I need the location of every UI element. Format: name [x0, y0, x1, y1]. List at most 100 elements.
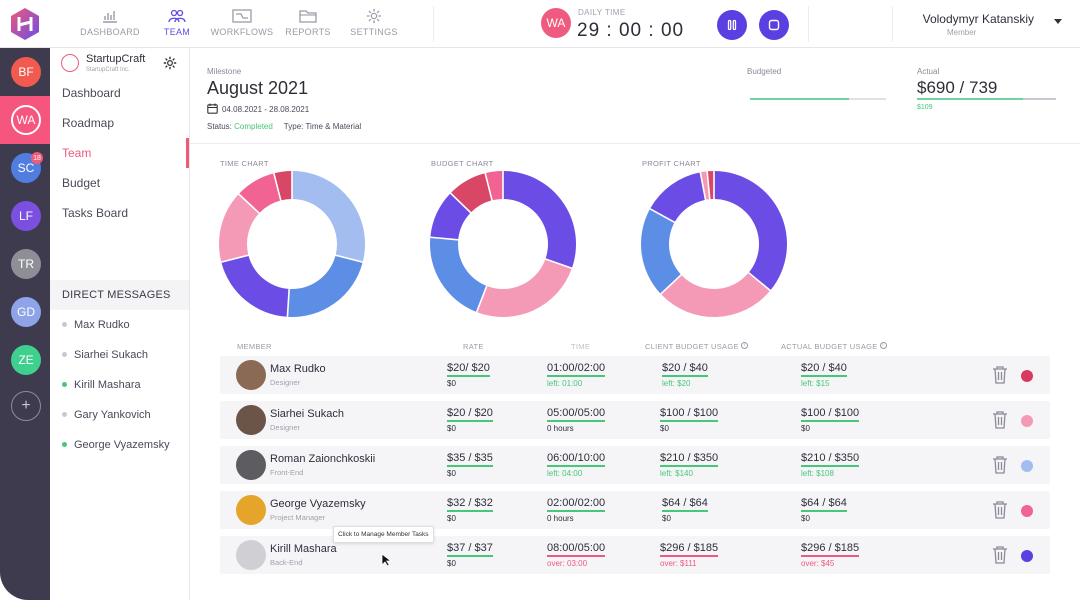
stop-button[interactable] — [759, 10, 789, 40]
client-budget-underline — [662, 510, 708, 512]
time-underline — [547, 375, 606, 377]
dm-item[interactable]: George Vyazemsky — [62, 439, 170, 451]
donut-slice — [485, 171, 503, 201]
trash-icon[interactable] — [991, 455, 1009, 475]
app-logo[interactable] — [8, 6, 42, 42]
member-name[interactable]: George Vyazemsky — [270, 498, 366, 510]
rail-avatar-bf[interactable]: BF — [11, 57, 41, 87]
timer-value: 29 : 00 : 00 — [577, 20, 685, 41]
nav-workflows-label: WORKFLOWS — [210, 27, 274, 37]
dm-item[interactable]: Max Rudko — [62, 319, 130, 331]
client-budget-text: $100 / $100 — [660, 407, 719, 419]
client-budget-underline — [660, 420, 719, 422]
member-color-dot[interactable] — [1021, 550, 1033, 562]
company-name[interactable]: StartupCraft — [86, 53, 146, 65]
pause-button[interactable] — [717, 10, 747, 40]
actual-budget-value: $20 / $40 — [801, 362, 847, 377]
nav-workflows[interactable]: WORKFLOWS — [204, 8, 280, 37]
actual-budget-value: $296 / $185 — [801, 542, 860, 557]
actual-budget-text: $210 / $350 — [801, 452, 860, 464]
sidebar-link-team[interactable]: Team — [62, 146, 92, 160]
rail-avatar-sc[interactable]: SC — [11, 153, 41, 183]
sidebar: StartupCraft StartupCraft Inc. Dashboard… — [50, 48, 190, 600]
client-budget-value: $210 / $350 — [660, 452, 719, 467]
member-color-dot[interactable] — [1021, 415, 1033, 427]
rate-underline — [447, 465, 493, 467]
member-name[interactable]: Max Rudko — [270, 363, 326, 375]
client-budget-sub: $0 — [662, 514, 671, 523]
budget-chart-label: BUDGET CHART — [431, 159, 494, 168]
nav-reports[interactable]: REPORTS — [270, 8, 346, 37]
time-underline — [547, 555, 606, 557]
time-sub: 0 hours — [547, 424, 574, 433]
info-icon[interactable]: i — [740, 342, 748, 349]
sidebar-link-dashboard[interactable]: Dashboard — [62, 86, 121, 100]
actual-budget-text: $100 / $100 — [801, 407, 860, 419]
dm-item[interactable]: Gary Yankovich — [62, 409, 151, 421]
rail-avatar-gd[interactable]: GD — [11, 297, 41, 327]
client-budget-underline — [660, 465, 719, 467]
rate-underline — [447, 375, 490, 377]
client-budget-text: $20 / $40 — [662, 362, 708, 374]
client-budget-sub: $0 — [660, 424, 669, 433]
rate-underline — [447, 555, 493, 557]
trash-icon[interactable] — [991, 410, 1009, 430]
dm-name: Kirill Mashara — [74, 379, 141, 391]
trash-icon[interactable] — [991, 545, 1009, 565]
donut-slice — [430, 238, 487, 312]
dm-item[interactable]: Kirill Mashara — [62, 379, 141, 391]
nav-dashboard[interactable]: DASHBOARD — [72, 8, 148, 37]
actual-label: Actual — [917, 67, 940, 76]
user-menu-caret-icon[interactable] — [1054, 19, 1062, 24]
nav-settings[interactable]: SETTINGS — [336, 8, 412, 37]
rate-text: $35 / $35 — [447, 452, 493, 464]
rate-value: $37 / $37 — [447, 542, 493, 557]
member-name[interactable]: Kirill Mashara — [270, 543, 337, 555]
table-row[interactable]: Roman Zaionchkoskii Front-End $35 / $35 $0 0… — [220, 446, 1050, 484]
status-label: Status: — [207, 122, 232, 131]
sidebar-link-tasks-board[interactable]: Tasks Board — [62, 206, 129, 220]
info-icon[interactable]: i — [879, 342, 887, 349]
add-workspace-button[interactable]: + — [11, 391, 41, 421]
member-color-dot[interactable] — [1021, 505, 1033, 517]
member-name[interactable]: Siarhei Sukach — [270, 408, 344, 420]
time-value: 08:00/05:00 — [547, 542, 606, 557]
direct-messages-header: DIRECT MESSAGES — [50, 280, 189, 310]
rail-avatar-ze[interactable]: ZE — [11, 345, 41, 375]
table-row[interactable]: Kirill Mashara Back-End $37 / $37 $0 08:00/0… — [220, 536, 1050, 574]
user-name[interactable]: Volodymyr Katanskiy — [922, 12, 1034, 26]
rail-avatar-tr[interactable]: TR — [11, 249, 41, 279]
member-name[interactable]: Roman Zaionchkoskii — [270, 453, 376, 465]
profit-donut-chart — [641, 171, 787, 317]
trash-icon[interactable] — [991, 365, 1009, 385]
member-photo — [236, 540, 266, 570]
time-underline — [547, 510, 606, 512]
trash-icon[interactable] — [991, 500, 1009, 520]
member-color-dot[interactable] — [1021, 460, 1033, 472]
actual-budget-value: $210 / $350 — [801, 452, 860, 467]
sidebar-link-roadmap[interactable]: Roadmap — [62, 116, 115, 130]
type-label: Type: — [283, 122, 304, 131]
status-value: Completed — [234, 122, 273, 131]
member-color-dot[interactable] — [1021, 370, 1033, 382]
actual-budget-value: $100 / $100 — [801, 407, 860, 422]
rate-sub: $0 — [447, 559, 456, 568]
donut-slice — [451, 173, 492, 213]
presence-dot — [62, 321, 67, 327]
sidebar-link-budget[interactable]: Budget — [62, 176, 101, 190]
rail-avatar-lf[interactable]: LF — [11, 201, 41, 231]
table-row[interactable]: Max Rudko Designer $20/ $20 $0 01:00/02:00 le… — [220, 356, 1050, 394]
mouse-cursor-icon — [381, 553, 393, 567]
table-row[interactable]: Siarhei Sukach Designer $20 / $20 $0 05:00/0… — [220, 401, 1050, 439]
budgeted-progress-fill — [750, 98, 850, 100]
workspace-rail: BF WA SC 18 LF TR GD ZE + — [0, 48, 50, 600]
nav-team[interactable]: TEAM — [139, 8, 215, 37]
client-budget-value: $20 / $40 — [662, 362, 708, 377]
dm-item[interactable]: Siarhei Sukach — [62, 349, 148, 361]
company-settings-gear-icon[interactable] — [163, 56, 177, 70]
rail-avatar-wa[interactable]: WA — [11, 105, 41, 135]
column-header-rate: RATE — [463, 342, 484, 351]
table-row[interactable]: George Vyazemsky Project Manager $32 / $32… — [220, 491, 1050, 529]
donut-slice — [650, 172, 705, 222]
donut-slice — [661, 273, 770, 317]
